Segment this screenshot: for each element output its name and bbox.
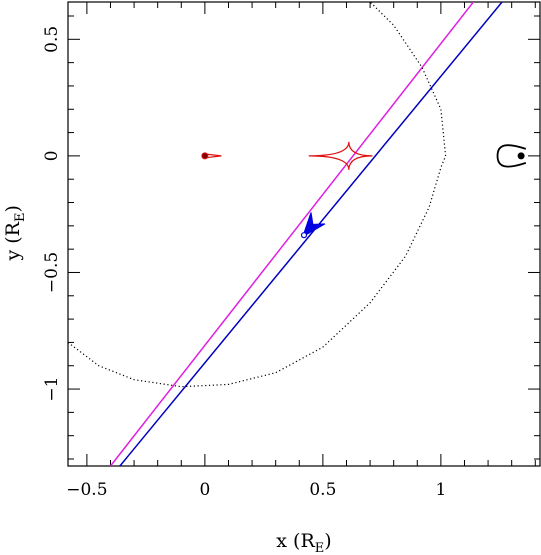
- y-tick-label: −0.5: [42, 252, 62, 293]
- planetary-caustic: [308, 141, 373, 170]
- x-tick-label: −0.5: [66, 480, 107, 500]
- x-tick-label: 0.5: [309, 480, 336, 500]
- x-tick-label: 1: [435, 480, 446, 500]
- plot-area: −0.5 0 0.5 1 0.5 0 −0.5 −1: [42, 1, 541, 500]
- critical-curve-dotted: [68, 2, 447, 388]
- plot-frame: [67, 1, 541, 467]
- lens-point: [517, 152, 525, 160]
- magenta-line: [109, 2, 475, 466]
- source-trajectory: [119, 2, 504, 466]
- central-caustic: [204, 153, 222, 159]
- y-tick-label: −1: [42, 377, 62, 402]
- x-tick-label: 0: [199, 480, 210, 500]
- y-tick-label: 0.5: [42, 26, 62, 53]
- planet-critical-curve: [496, 144, 527, 168]
- axis-ticks: −0.5 0 0.5 1 0.5 0 −0.5 −1: [42, 2, 540, 500]
- points-layer: [201, 152, 525, 239]
- source-position-marker: [300, 232, 308, 239]
- y-tick-label: 0: [42, 150, 62, 161]
- x-axis-label: x (RE): [276, 530, 331, 555]
- y-axis-label: y (RE): [2, 205, 28, 261]
- axis-labels: x (RE) y (RE): [2, 205, 332, 555]
- lens-point: [201, 152, 209, 160]
- trajectory-arrow: [301, 212, 326, 238]
- series-layer: [68, 2, 527, 466]
